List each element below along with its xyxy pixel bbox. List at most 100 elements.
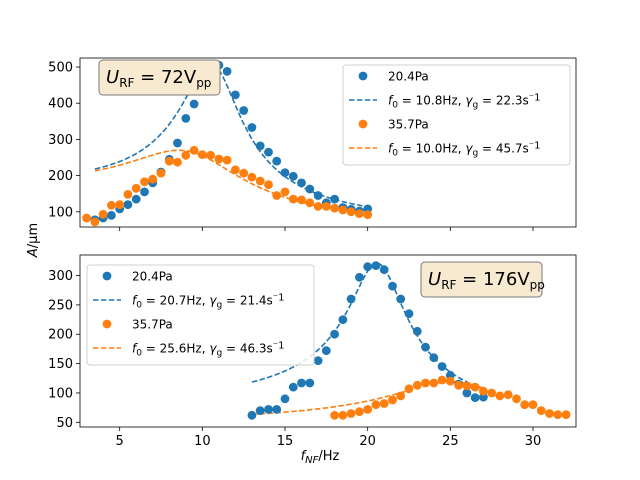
data-point-1-33 [355, 209, 364, 219]
data-point-1-15 [206, 150, 216, 160]
data-point-1-34 [363, 210, 373, 220]
data-point-1-26 [545, 409, 554, 418]
data-point-1-18 [231, 165, 240, 175]
data-point-0-26 [305, 184, 315, 194]
data-point-1-14 [197, 150, 207, 160]
data-point-1-2 [98, 209, 108, 219]
data-point-0-16 [379, 265, 389, 275]
data-point-0-25 [297, 178, 306, 188]
data-point-1-29 [321, 202, 331, 211]
data-point-0-22 [429, 353, 439, 363]
data-point-1-0 [330, 410, 339, 420]
y-tick-label-3: 200 [48, 328, 73, 343]
data-point-1-9 [156, 168, 166, 178]
data-point-1-23 [520, 400, 530, 410]
data-point-0-13 [355, 272, 364, 282]
data-point-1-26 [297, 195, 306, 205]
data-point-0-14 [363, 262, 373, 272]
data-point-0-27 [470, 393, 480, 402]
data-point-1-25 [536, 406, 546, 415]
data-point-1-12 [429, 378, 439, 388]
data-point-0-21 [264, 147, 273, 157]
y-tick-label-0: 100 [48, 205, 73, 220]
data-point-1-8 [148, 174, 158, 184]
data-point-1-21 [255, 176, 265, 186]
data-point-0-20 [412, 326, 422, 336]
data-point-1-7 [140, 177, 149, 187]
legend-marker-0 [102, 271, 112, 281]
data-point-1-9 [404, 384, 414, 394]
data-point-0-23 [280, 168, 290, 178]
x-tick-label-2: 15 [277, 434, 294, 449]
y-tick-label-5: 300 [48, 269, 73, 284]
data-point-1-22 [512, 394, 521, 404]
y-tick-label-2: 300 [48, 133, 73, 148]
data-point-0-12 [346, 294, 356, 304]
data-point-0-8 [313, 356, 323, 366]
data-point-0-19 [247, 123, 257, 132]
data-point-0-26 [462, 388, 472, 398]
data-point-1-18 [479, 386, 488, 396]
data-point-1-10 [412, 380, 422, 390]
data-point-1-13 [437, 375, 447, 385]
legend-label-3: f0 = 10.0Hz, γg = 45.7s⁻1 [388, 141, 540, 159]
data-point-0-6 [297, 378, 306, 388]
x-tick-label-1: 10 [194, 434, 211, 449]
data-point-0-15 [371, 261, 381, 270]
data-point-0-3 [272, 405, 282, 414]
data-point-0-2 [107, 211, 116, 220]
data-point-1-22 [264, 180, 273, 190]
data-point-1-3 [355, 407, 364, 417]
data-point-0-7 [305, 378, 315, 388]
x-tick-label-0: 5 [116, 434, 124, 449]
x-tick-label-4: 25 [442, 434, 459, 449]
data-point-0-11 [181, 114, 191, 123]
data-point-1-5 [371, 400, 381, 410]
legend-label-1: f0 = 20.7Hz, γg = 21.4s⁻1 [132, 293, 284, 311]
data-point-1-13 [189, 145, 199, 155]
data-point-0-18 [239, 106, 249, 115]
data-point-1-28 [561, 410, 571, 420]
data-point-1-14 [445, 376, 455, 386]
y-tick-label-1: 200 [48, 169, 73, 184]
data-point-1-28 [313, 202, 323, 211]
legend-label-1: f0 = 10.8Hz, γg = 22.3s⁻1 [388, 93, 540, 111]
data-point-1-31 [338, 205, 348, 215]
data-point-0-10 [330, 329, 339, 339]
data-point-1-30 [330, 203, 339, 213]
data-point-0-4 [280, 394, 290, 404]
y-tick-label-3: 400 [48, 97, 73, 112]
data-point-1-7 [388, 395, 397, 405]
data-point-0-22 [272, 156, 282, 166]
x-axis-label: fNF/Hz [301, 449, 340, 466]
data-point-0-9 [321, 346, 331, 356]
data-point-1-21 [503, 390, 513, 400]
y-axis-label: A/μm [26, 223, 41, 258]
data-point-1-15 [454, 380, 463, 390]
data-point-0-24 [288, 171, 298, 181]
y-tick-label-4: 250 [48, 298, 73, 313]
data-point-1-24 [528, 400, 538, 410]
data-point-1-19 [487, 388, 497, 398]
data-point-1-3 [107, 200, 116, 210]
data-point-1-0 [82, 213, 91, 223]
data-point-1-27 [305, 198, 315, 208]
y-tick-label-2: 150 [48, 357, 73, 372]
data-point-0-17 [231, 90, 240, 100]
data-point-0-20 [255, 141, 265, 151]
legend-marker-2 [358, 119, 368, 129]
data-point-1-20 [495, 391, 505, 401]
data-point-1-11 [421, 378, 430, 388]
data-point-1-32 [346, 207, 356, 217]
data-point-1-8 [396, 391, 406, 401]
y-tick-label-1: 100 [48, 386, 73, 401]
annotation-box [98, 59, 221, 96]
legend-box [86, 264, 315, 366]
data-point-1-6 [379, 399, 389, 408]
data-point-0-4 [123, 200, 133, 210]
data-point-1-1 [90, 217, 100, 227]
data-point-1-5 [123, 190, 133, 199]
annotation-label: URF = 72Vpp [106, 67, 211, 90]
